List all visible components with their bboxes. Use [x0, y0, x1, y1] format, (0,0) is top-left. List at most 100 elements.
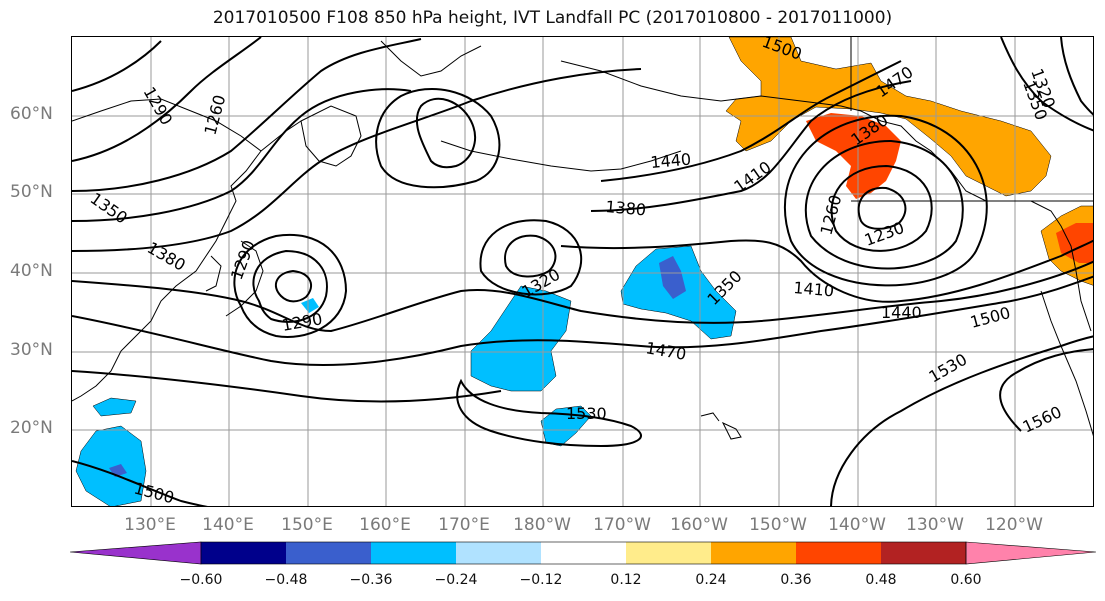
- contour-label: 1380: [605, 197, 647, 219]
- contour-line: [72, 68, 642, 252]
- map-svg: 1290 1260 1350 1380 1290 1440 1380 1410 …: [72, 37, 1093, 507]
- colorbar-bin: [626, 542, 711, 564]
- graticule: [72, 37, 1093, 506]
- colorbar-tick: −0.12: [519, 572, 563, 588]
- korea: [205, 255, 222, 292]
- colorbar-tick: −0.48: [264, 572, 308, 588]
- lat-label-60n: 60°N: [10, 104, 53, 124]
- lat-label-50n: 50°N: [10, 182, 53, 202]
- contour-line: [72, 88, 412, 222]
- lon-label-160e: 160°E: [359, 515, 411, 535]
- map-panel: 1290 1260 1350 1380 1290 1440 1380 1410 …: [71, 36, 1094, 507]
- contour-label: 1410: [793, 278, 835, 300]
- negative-anomaly-small: [92, 397, 137, 417]
- colorbar-bin: [456, 542, 541, 564]
- contour-line: [999, 348, 1093, 432]
- contour-label: 1440: [650, 150, 692, 172]
- figure-title: 2017010500 F108 850 hPa height, IVT Land…: [212, 8, 893, 28]
- contour-line: [72, 460, 208, 506]
- canada-border: [850, 37, 1093, 202]
- colorbar-tick: −0.60: [179, 572, 223, 588]
- contour-line: [600, 60, 902, 182]
- coastlines: [72, 37, 1093, 440]
- north-asia-coast: [380, 40, 482, 77]
- colorbar-bin: [796, 542, 881, 564]
- lon-label-130w: 130°W: [906, 515, 964, 535]
- strong-anomaly-gulf-alaska: [806, 113, 901, 199]
- colorbar-border: [200, 541, 967, 565]
- colorbar-extend-high: [965, 541, 1097, 565]
- asia-coast: [72, 98, 262, 402]
- contour-line: [72, 38, 422, 192]
- contour-label: 1470: [644, 338, 687, 364]
- contour-label: 1560: [1020, 402, 1065, 436]
- contour-line: [72, 275, 1093, 367]
- colorbar-tick: −0.36: [349, 572, 393, 588]
- contour-label: 1260: [817, 193, 846, 237]
- colorbar-bin: [541, 542, 626, 564]
- colorbar-bin: [711, 542, 796, 564]
- colorbar-tick: 0.60: [950, 572, 982, 588]
- lon-label-150w: 150°W: [749, 515, 807, 535]
- colorbar: [69, 541, 1097, 565]
- lon-label-150e: 150°E: [281, 515, 333, 535]
- lon-label-170w: 170°W: [593, 515, 651, 535]
- contour-line: [1000, 37, 1093, 132]
- height-contours: [72, 37, 1093, 506]
- lat-label-40n: 40°N: [10, 261, 53, 281]
- contour-line: [456, 378, 642, 448]
- contour-line: [72, 40, 162, 92]
- contour-line: [72, 260, 1093, 333]
- negative-anomaly-central-pacific: [470, 285, 572, 392]
- lat-label-30n: 30°N: [10, 340, 53, 360]
- contour-line: [830, 164, 933, 252]
- strong-negative-anomaly: [659, 256, 686, 299]
- aleutians: [440, 140, 682, 172]
- alaska-coast: [560, 60, 1092, 332]
- colorbar-bin: [201, 542, 286, 564]
- contour-label: 1290: [140, 84, 177, 129]
- colorbar-extend-low: [69, 541, 202, 565]
- contour-line: [1060, 37, 1093, 116]
- contour-label: 1410: [730, 157, 774, 196]
- colorbar-tick: 0.36: [780, 572, 812, 588]
- hawaii: [700, 412, 742, 440]
- colorbar-tick: −0.24: [434, 572, 478, 588]
- colorbar-tick: 0.48: [865, 572, 897, 588]
- contour-label: 1230: [862, 218, 907, 250]
- contour-line: [233, 233, 348, 338]
- negative-anomaly-japan: [301, 298, 319, 313]
- contour-label: 1260: [201, 93, 230, 137]
- contour-line: [504, 234, 557, 278]
- contour-line: [857, 186, 907, 230]
- lon-label-140e: 140°E: [202, 515, 254, 535]
- contour-label: 1500: [132, 479, 176, 507]
- lon-label-170e: 170°E: [438, 515, 490, 535]
- kamchatka: [300, 105, 362, 167]
- contour-line: [830, 335, 1093, 506]
- lon-label-140w: 140°W: [828, 515, 886, 535]
- lat-label-20n: 20°N: [10, 418, 53, 438]
- lon-label-130e: 130°E: [124, 515, 176, 535]
- contour-label: 1350: [87, 189, 131, 228]
- colorbar-bin: [371, 542, 456, 564]
- colorbar-tick: 0.12: [610, 572, 642, 588]
- contour-line: [72, 37, 262, 162]
- contour-label: 1530: [566, 404, 607, 423]
- colorbar-tick: 0.24: [695, 572, 727, 588]
- lon-label-180w: 180°W: [513, 515, 571, 535]
- contour-line: [375, 88, 501, 189]
- contour-line: [560, 239, 1093, 303]
- contour-line: [72, 370, 502, 403]
- contour-line: [590, 80, 912, 212]
- contour-line: [784, 114, 988, 287]
- lon-label-120w: 120°W: [985, 515, 1043, 535]
- contour-line: [274, 269, 313, 303]
- north-america-west: [1040, 290, 1093, 437]
- contour-label: 1440: [881, 303, 922, 322]
- contour-line: [804, 139, 964, 270]
- colorbar-bin: [286, 542, 371, 564]
- lon-label-160w: 160°W: [670, 515, 728, 535]
- contour-line: [415, 97, 476, 169]
- contour-line: [252, 249, 328, 323]
